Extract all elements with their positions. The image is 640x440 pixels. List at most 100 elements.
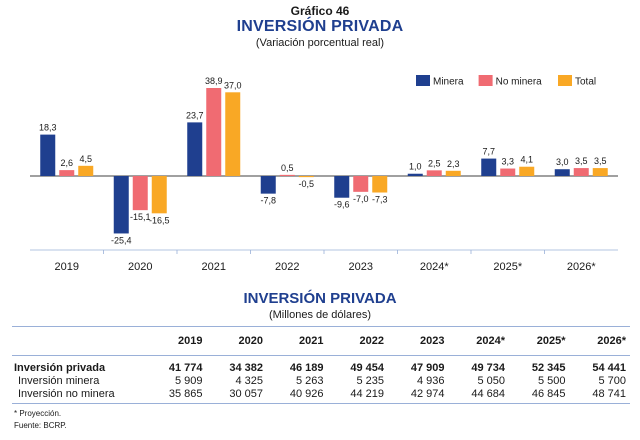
table-header-cell: 2024*: [448, 326, 509, 356]
data-label: 37,0: [224, 80, 242, 90]
x-tick-label: 2026*: [567, 261, 596, 273]
table-cell: 34 382: [229, 362, 263, 374]
x-tick-label: 2022: [275, 261, 299, 273]
table-header-cell: 2019: [146, 326, 207, 356]
data-label: -16,5: [149, 215, 170, 225]
data-label: 3,0: [556, 157, 569, 167]
table-cell: 5 235: [356, 375, 384, 387]
table-cell: 5 050: [477, 375, 505, 387]
bar-no-minera: [59, 170, 75, 176]
legend-swatch: [558, 75, 572, 86]
table-cell: 4 936: [416, 375, 445, 387]
table-cell: 49 734: [471, 362, 505, 374]
bar-minera: [554, 169, 570, 176]
table-row-private-investment: Inversión privada 41 774 34 382 46 189 4…: [12, 356, 630, 376]
data-label: -25,4: [111, 235, 132, 245]
data-label: 4,1: [520, 155, 533, 165]
bar-total: [151, 176, 167, 214]
data-label: -7,8: [260, 196, 276, 206]
table-cell: 44 219: [327, 388, 388, 404]
legend-entry: Total: [575, 77, 596, 88]
table-cell: 44 684: [448, 388, 509, 404]
chart-number-label: Gráfico 46: [290, 4, 350, 18]
bar-minera: [260, 176, 276, 194]
table-header-cell: 2025*: [509, 326, 570, 356]
bar-minera: [40, 134, 56, 176]
data-label: -9,6: [334, 200, 350, 210]
x-tick-label: 2019: [55, 261, 79, 273]
bar-minera: [187, 122, 203, 176]
table-cell: 5 500: [537, 375, 566, 387]
data-label: 3,3: [501, 157, 514, 167]
table-cell: 48 741: [569, 388, 630, 404]
legend-entry: Minera: [433, 77, 464, 88]
bar-total: [372, 176, 388, 193]
bar-no-minera: [573, 168, 589, 176]
table-cell: 42 974: [388, 388, 449, 404]
legend-swatch: [478, 75, 493, 86]
table-header-cell: 2026*: [569, 326, 630, 356]
bar-no-minera: [132, 176, 148, 211]
data-label: 38,9: [205, 76, 223, 86]
table-title: INVERSIÓN PRIVADA: [243, 290, 397, 307]
data-label: -7,0: [353, 194, 369, 204]
table-row-mining-investment: Inversión minera 5 909 4 325 5 263 5 235…: [12, 375, 630, 388]
table-cell: 49 454: [350, 362, 384, 374]
bar-minera: [481, 158, 497, 176]
table-cell: 54 441: [592, 362, 626, 374]
table-cell: 40 926: [267, 388, 328, 404]
table-header-cell: 2020: [206, 326, 267, 356]
table-cell: 5 909: [174, 375, 203, 387]
data-label: 2,6: [60, 158, 73, 168]
data-label: 7,7: [482, 147, 495, 157]
bar-minera: [407, 173, 423, 176]
row-label: Inversión no minera: [12, 388, 146, 404]
bar-total: [225, 92, 241, 176]
table-header-empty: [12, 326, 146, 356]
row-label: Inversión minera: [18, 375, 100, 387]
table-subtitle: (Millones de dólares): [268, 309, 372, 321]
table-header-cell: 2023: [388, 326, 449, 356]
table-cell: 46 189: [289, 362, 324, 374]
table-header-cell: 2021: [267, 326, 328, 356]
investment-table: 2019 2020 2021 2022 2023 2024* 2025* 202…: [12, 326, 630, 404]
data-label: 1,0: [409, 162, 422, 172]
data-label: 2,3: [447, 159, 460, 169]
chart-title: INVERSIÓN PRIVADA: [236, 18, 404, 35]
bar-chart: 18,3 2,6 4,5 2019 -25,4 -15,1-16,5 2020 23,7 38,…: [30, 75, 618, 273]
bar-no-minera: [353, 176, 369, 192]
data-label: -0,5: [298, 179, 314, 189]
legend-entry: No minera: [496, 77, 543, 88]
table-cell: 35 865: [146, 388, 207, 404]
source-note: Fuente: BCRP.: [14, 421, 67, 430]
chart-subtitle: (Variación porcentual real): [255, 37, 385, 49]
data-label: 23,7: [186, 110, 204, 120]
table-cell: 52 345: [531, 362, 566, 374]
bar-no-minera: [279, 174, 295, 176]
table-cell: 41 774: [168, 362, 203, 374]
bar-total: [519, 166, 535, 176]
data-label: 4,5: [79, 154, 92, 164]
row-label: Inversión privada: [14, 362, 106, 374]
table-header-cell: 2022: [327, 326, 388, 356]
x-tick-label: 2023: [349, 261, 373, 273]
table-cell: 46 845: [509, 388, 570, 404]
data-label: 3,5: [575, 156, 588, 166]
data-label: 3,5: [594, 156, 607, 166]
bar-total: [298, 176, 314, 178]
table-header-row: 2019 2020 2021 2022 2023 2024* 2025* 202…: [12, 326, 630, 356]
data-label: -7,3: [372, 195, 388, 205]
projection-note: * Proyección.: [14, 409, 62, 418]
table-row-non-mining-investment: Inversión no minera 35 865 30 057 40 926…: [12, 388, 630, 404]
x-tick-label: 2020: [128, 261, 152, 273]
legend-swatch: [416, 75, 430, 86]
table-cell: 47 909: [410, 362, 445, 374]
bar-no-minera: [206, 88, 222, 176]
bar-minera: [113, 176, 129, 234]
bar-total: [78, 165, 94, 176]
bar-no-minera: [426, 170, 442, 176]
x-tick-label: 2021: [202, 261, 226, 273]
data-label: 2,5: [428, 158, 441, 168]
bar-no-minera: [500, 168, 516, 176]
table-cell: 30 057: [206, 388, 267, 404]
